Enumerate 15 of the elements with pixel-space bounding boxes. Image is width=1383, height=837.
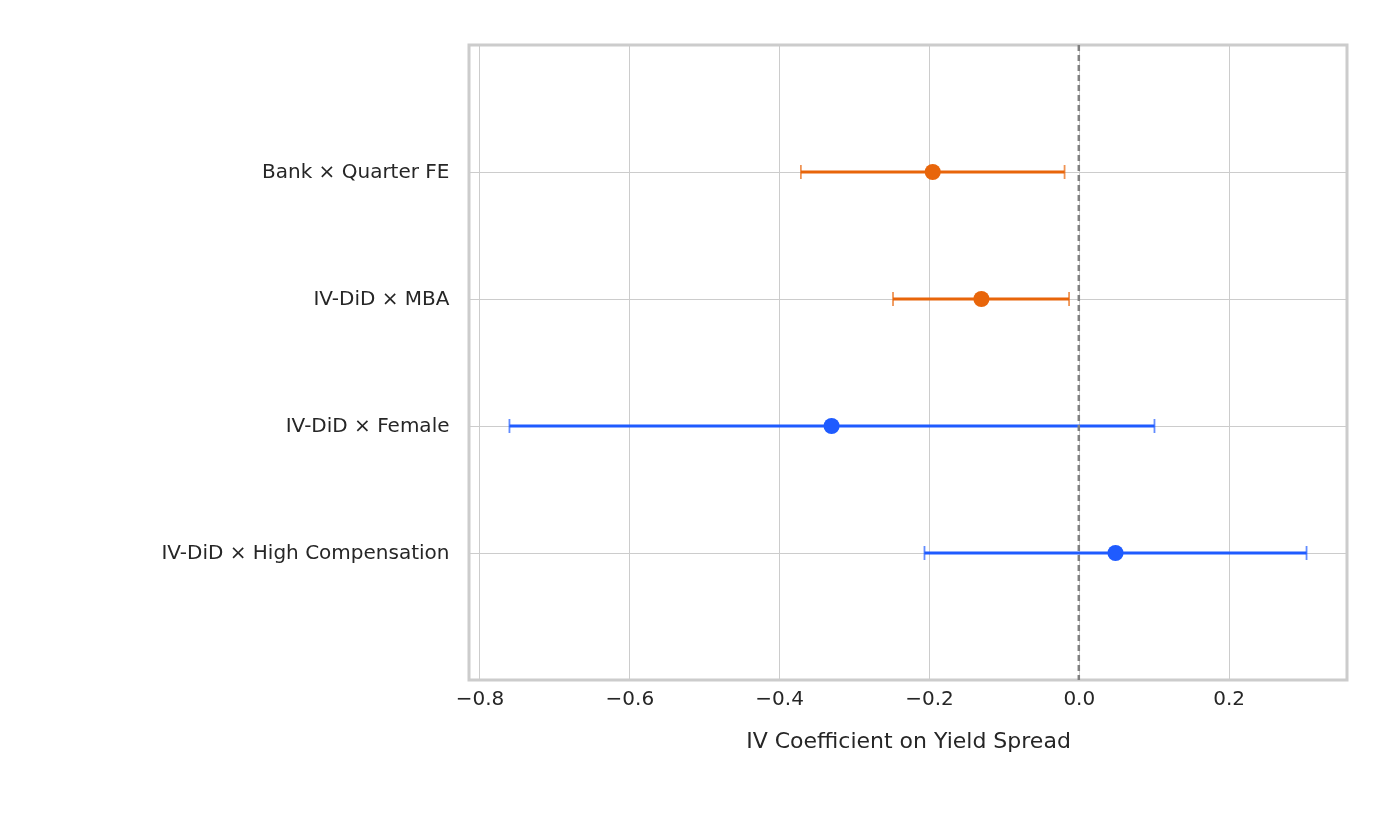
point	[924, 163, 941, 181]
point	[973, 290, 990, 308]
x-tick-label: 0.2	[1213, 685, 1246, 710]
point	[1107, 544, 1124, 562]
y-tick-label: Bank × Quarter FE	[262, 159, 450, 183]
x-tick-label: −0.2	[905, 685, 954, 710]
y-tick-label: IV-DiD × Female	[285, 413, 450, 437]
y-tick-label: IV-DiD × MBA	[313, 286, 450, 310]
x-tick-label: −0.8	[455, 685, 505, 710]
x-axis-title: IV Coefficient on Yield Spread	[746, 727, 1071, 753]
x-tick-label: −0.6	[605, 685, 655, 710]
x-tick-label: −0.4	[755, 685, 804, 710]
x-tick-label: 0.0	[1063, 685, 1096, 710]
y-tick-label: IV-DiD × High Compensation	[161, 540, 450, 564]
point	[823, 417, 840, 435]
